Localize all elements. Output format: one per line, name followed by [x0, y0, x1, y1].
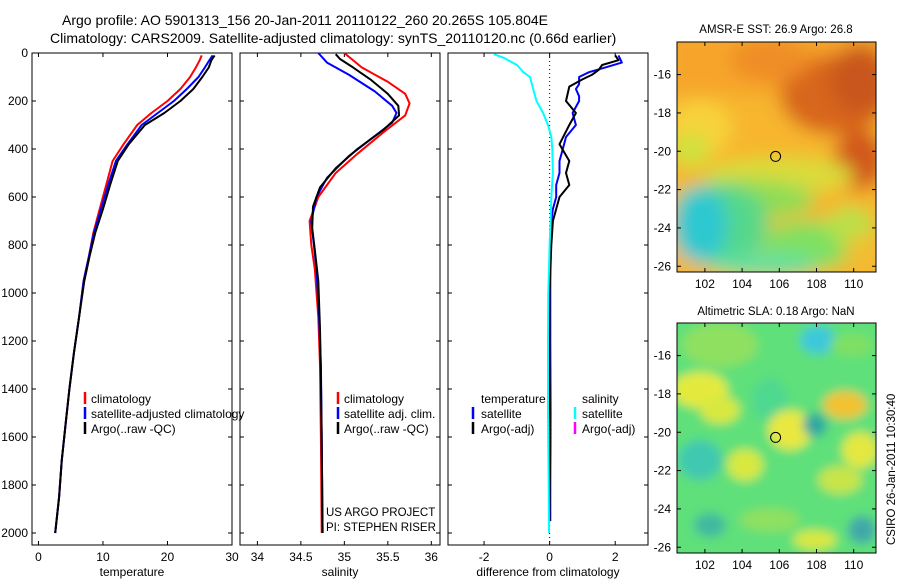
y-tick-label: 1800 [1, 478, 28, 492]
legend-label-temp-satellite: satellite [481, 407, 522, 421]
x-tick-label: 0 [35, 550, 42, 564]
legend-label-climatology: climatology [91, 392, 151, 406]
x-tick-label: 20 [161, 550, 175, 564]
salinity-x-label: salinity [322, 565, 359, 579]
series-line [311, 53, 401, 534]
y-tick-label: -24 [654, 221, 672, 235]
y-tick-label: 1600 [1, 430, 28, 444]
y-tick-label: -26 [654, 259, 672, 273]
series-line [548, 54, 620, 521]
series-line [493, 53, 554, 534]
series-line [54, 54, 216, 534]
x-tick-label: 34 [251, 550, 265, 564]
x-tick-label: 108 [806, 558, 826, 572]
x-tick-label: 30 [225, 550, 239, 564]
x-tick-label: 35 [338, 550, 352, 564]
pi-annotation: PI: STEPHEN RISER [326, 522, 436, 534]
argo-location-marker [770, 431, 782, 443]
side-timestamp: CSIRO 26-Jan-2011 10:30:40 [886, 394, 898, 545]
x-tick-label: 108 [806, 277, 826, 291]
y-tick-label: 2000 [1, 526, 28, 540]
x-tick-label: 2 [612, 550, 619, 564]
y-tick-label: -24 [654, 502, 672, 516]
x-tick-label: 0 [546, 550, 553, 564]
y-tick-label: 200 [8, 94, 28, 108]
argo-location-marker [770, 150, 782, 162]
difference-axes-box [447, 52, 649, 546]
y-tick-label: 1200 [1, 334, 28, 348]
legend-label-sal-satellite: satellite [582, 407, 623, 421]
x-tick-label: 104 [732, 277, 752, 291]
sla-map-axes: 102 104 106 108 110 -16 -18 -20 -22 -24 -26 [654, 323, 876, 572]
legend-label-satellite: satellite-adjusted climatology [91, 407, 244, 421]
legend-label-satellite: satellite adj. clim. [344, 407, 435, 421]
x-tick-label: 36 [425, 550, 439, 564]
sst-map-frame [676, 41, 877, 273]
x-tick-label: 106 [769, 558, 789, 572]
series-line [549, 54, 623, 521]
sla-map: Altimetric SLA: 0.18 Argo: NaN [654, 306, 877, 572]
x-tick-label: 10 [96, 550, 110, 564]
x-tick-label: 35.5 [376, 550, 400, 564]
x-tick-label: 104 [732, 558, 752, 572]
x-tick-label: 102 [695, 558, 715, 572]
temperature-legend: climatology satellite-adjusted climatolo… [83, 392, 244, 436]
sla-map-frame [676, 322, 877, 554]
y-tick-label: 0 [21, 46, 28, 60]
salinity-legend: climatology satellite adj. clim. Argo(..… [326, 392, 436, 534]
sst-map-title: AMSR-E SST: 26.9 Argo: 26.8 [699, 24, 852, 36]
x-tick-label: 34.5 [289, 550, 313, 564]
salinity-axes-box [239, 52, 441, 546]
legend-label-temp-argo: Argo(-adj) [481, 422, 534, 436]
y-tick-label: -18 [654, 106, 672, 120]
figure-title-line1: Argo profile: AO 5901313_156 20-Jan-2011… [62, 12, 548, 28]
legend-label-argo: Argo(..raw -QC) [344, 422, 429, 436]
y-tick-label: -22 [654, 183, 672, 197]
project-annotation: US ARGO PROJECT [326, 507, 435, 519]
difference-legend: temperature satellite Argo(-adj) salinit… [471, 392, 635, 436]
sla-field [677, 323, 876, 553]
legend-title-temperature: temperature [481, 392, 546, 406]
y-tick-label: -18 [654, 387, 672, 401]
y-tick-label: 600 [8, 190, 28, 204]
legend-label-sal-argo: Argo(-adj) [582, 422, 635, 436]
legend-label-argo: Argo(..raw -QC) [91, 422, 176, 436]
sla-map-title: Altimetric SLA: 0.18 Argo: NaN [697, 306, 854, 318]
series-line [54, 55, 203, 534]
y-tick-label: -16 [654, 349, 672, 363]
sst-field [677, 42, 876, 272]
y-tick-label: -20 [654, 144, 672, 158]
series-line [54, 54, 214, 534]
y-tick-label: -26 [654, 540, 672, 554]
temperature-x-label: temperature [100, 565, 165, 579]
y-tick-label: -22 [654, 464, 672, 478]
series-line [308, 52, 411, 534]
y-tick-label: -20 [654, 425, 672, 439]
temperature-axes-box [31, 52, 233, 546]
y-tick-label: 1400 [1, 382, 28, 396]
figure-title-line2: Climatology: CARS2009. Satellite-adjuste… [50, 30, 616, 46]
x-tick-label: 102 [695, 277, 715, 291]
y-tick-label: 400 [8, 142, 28, 156]
sst-map-axes: 102 104 106 108 110 -16 -18 -20 -22 -24 -26 [654, 42, 876, 291]
x-tick-label: -2 [479, 550, 490, 564]
x-tick-label: 110 [844, 558, 863, 572]
y-tick-label: -16 [654, 68, 672, 82]
sst-map: AMSR-E SST: 26.9 Argo: 26.8 [654, 24, 877, 291]
salinity-panel: 34 34.5 35 35.5 36 salinity [239, 52, 441, 579]
difference-x-label: difference from climatology [476, 565, 619, 579]
x-tick-label: 106 [769, 277, 789, 291]
y-tick-label: 800 [8, 238, 28, 252]
temperature-panel: 0 200 400 600 800 1000 1200 1400 1600 1800 2000 0 10… [1, 46, 239, 579]
series-line [310, 52, 398, 534]
legend-title-salinity: salinity [582, 392, 619, 406]
x-tick-label: 110 [844, 277, 863, 291]
legend-label-climatology: climatology [344, 392, 404, 406]
y-tick-label: 1000 [1, 286, 28, 300]
